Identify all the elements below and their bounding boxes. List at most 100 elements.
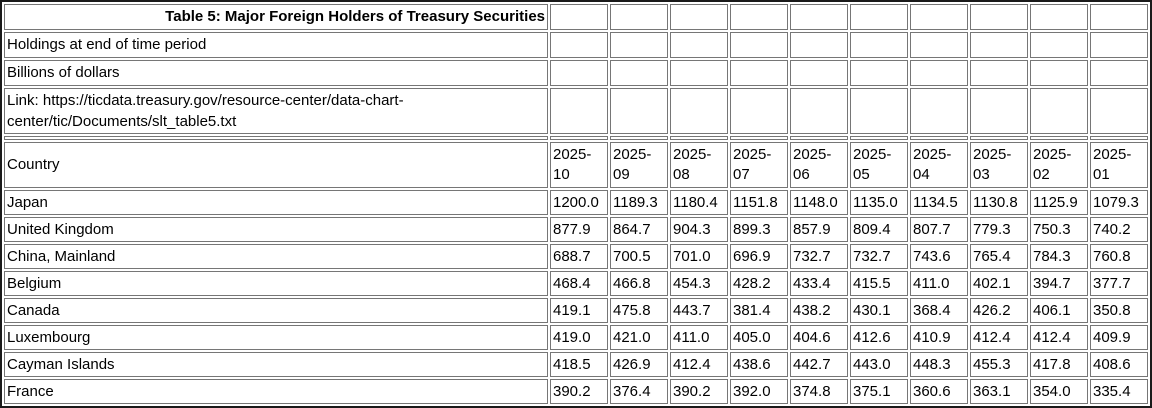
- empty-cell: [550, 32, 608, 58]
- value-cell: 419.1: [550, 298, 608, 323]
- value-cell: 405.0: [730, 325, 788, 350]
- value-cell: 857.9: [790, 217, 848, 242]
- value-cell: 415.5: [850, 271, 908, 296]
- empty-cell: [610, 88, 668, 134]
- period-header-cell: 2025-09: [610, 142, 668, 188]
- empty-cell: [1090, 4, 1148, 30]
- period-header-cell: 2025-04: [910, 142, 968, 188]
- empty-cell: [970, 136, 1028, 140]
- value-cell: 443.0: [850, 352, 908, 377]
- value-cell: 877.9: [550, 217, 608, 242]
- empty-cell: [790, 60, 848, 86]
- value-cell: 390.2: [670, 379, 728, 404]
- country-cell: Cayman Islands: [4, 352, 548, 377]
- value-cell: 1200.0: [550, 190, 608, 215]
- value-cell: 412.4: [970, 325, 1028, 350]
- empty-cell: [850, 88, 908, 134]
- value-cell: 438.2: [790, 298, 848, 323]
- value-cell: 1135.0: [850, 190, 908, 215]
- value-cell: 1189.3: [610, 190, 668, 215]
- empty-cell: [850, 32, 908, 58]
- empty-cell: [910, 88, 968, 134]
- empty-cell: [910, 4, 968, 30]
- value-cell: 760.8: [1090, 244, 1148, 269]
- empty-cell: [550, 60, 608, 86]
- empty-cell: [790, 4, 848, 30]
- empty-cell: [1030, 60, 1088, 86]
- value-cell: 732.7: [850, 244, 908, 269]
- value-cell: 1134.5: [910, 190, 968, 215]
- header-row: Country 2025-10 2025-09 2025-08 2025-07 2025…: [4, 142, 1148, 188]
- value-cell: 426.2: [970, 298, 1028, 323]
- country-cell: China, Mainland: [4, 244, 548, 269]
- country-cell: Belgium: [4, 271, 548, 296]
- value-cell: 899.3: [730, 217, 788, 242]
- spacer-row: [4, 136, 1148, 140]
- value-cell: 475.8: [610, 298, 668, 323]
- empty-cell: [550, 136, 608, 140]
- subtitle-row-units: Billions of dollars: [4, 60, 1148, 86]
- value-cell: 743.6: [910, 244, 968, 269]
- value-cell: 442.7: [790, 352, 848, 377]
- table-row: Canada 419.1 475.8 443.7 381.4 438.2 430.1 368.…: [4, 298, 1148, 323]
- title-row: Table 5: Major Foreign Holders of Treasu…: [4, 4, 1148, 30]
- period-header-cell: 2025-08: [670, 142, 728, 188]
- table-row: China, Mainland 688.7 700.5 701.0 696.9 732.7…: [4, 244, 1148, 269]
- value-cell: 1130.8: [970, 190, 1028, 215]
- value-cell: 1151.8: [730, 190, 788, 215]
- empty-cell: [910, 136, 968, 140]
- country-cell: United Kingdom: [4, 217, 548, 242]
- value-cell: 363.1: [970, 379, 1028, 404]
- table-row: Luxembourg 419.0 421.0 411.0 405.0 404.6 412.6…: [4, 325, 1148, 350]
- value-cell: 1079.3: [1090, 190, 1148, 215]
- value-cell: 412.6: [850, 325, 908, 350]
- value-cell: 426.9: [610, 352, 668, 377]
- period-header-cell: 2025-07: [730, 142, 788, 188]
- value-cell: 1125.9: [1030, 190, 1088, 215]
- country-cell: Luxembourg: [4, 325, 548, 350]
- value-cell: 696.9: [730, 244, 788, 269]
- value-cell: 701.0: [670, 244, 728, 269]
- value-cell: 374.8: [790, 379, 848, 404]
- source-link-text: Link: https://ticdata.treasury.gov/resou…: [4, 88, 548, 134]
- empty-cell: [550, 4, 608, 30]
- value-cell: 394.7: [1030, 271, 1088, 296]
- value-cell: 404.6: [790, 325, 848, 350]
- value-cell: 368.4: [910, 298, 968, 323]
- country-rows: Japan 1200.0 1189.3 1180.4 1151.8 1148.0 1135.…: [4, 190, 1148, 404]
- subtitle-units: Billions of dollars: [4, 60, 548, 86]
- value-cell: 412.4: [670, 352, 728, 377]
- value-cell: 740.2: [1090, 217, 1148, 242]
- country-cell: France: [4, 379, 548, 404]
- value-cell: 419.0: [550, 325, 608, 350]
- period-header-cell: 2025-03: [970, 142, 1028, 188]
- empty-cell: [610, 136, 668, 140]
- empty-cell: [970, 32, 1028, 58]
- value-cell: 443.7: [670, 298, 728, 323]
- empty-cell: [850, 4, 908, 30]
- value-cell: 433.4: [790, 271, 848, 296]
- table-row: Japan 1200.0 1189.3 1180.4 1151.8 1148.0 1135.…: [4, 190, 1148, 215]
- empty-cell: [1090, 32, 1148, 58]
- period-header-cell: 2025-05: [850, 142, 908, 188]
- country-cell: Canada: [4, 298, 548, 323]
- empty-cell: [790, 136, 848, 140]
- value-cell: 1180.4: [670, 190, 728, 215]
- value-cell: 809.4: [850, 217, 908, 242]
- value-cell: 448.3: [910, 352, 968, 377]
- value-cell: 406.1: [1030, 298, 1088, 323]
- value-cell: 1148.0: [790, 190, 848, 215]
- value-cell: 360.6: [910, 379, 968, 404]
- empty-cell: [850, 136, 908, 140]
- empty-cell: [670, 136, 728, 140]
- empty-cell: [910, 32, 968, 58]
- value-cell: 418.5: [550, 352, 608, 377]
- value-cell: 421.0: [610, 325, 668, 350]
- table-row: France 390.2 376.4 390.2 392.0 374.8 375.1 360.…: [4, 379, 1148, 404]
- table-row: Belgium 468.4 466.8 454.3 428.2 433.4 415.5 411…: [4, 271, 1148, 296]
- value-cell: 375.1: [850, 379, 908, 404]
- value-cell: 864.7: [610, 217, 668, 242]
- period-header-cell: 2025-01: [1090, 142, 1148, 188]
- value-cell: 430.1: [850, 298, 908, 323]
- value-cell: 410.9: [910, 325, 968, 350]
